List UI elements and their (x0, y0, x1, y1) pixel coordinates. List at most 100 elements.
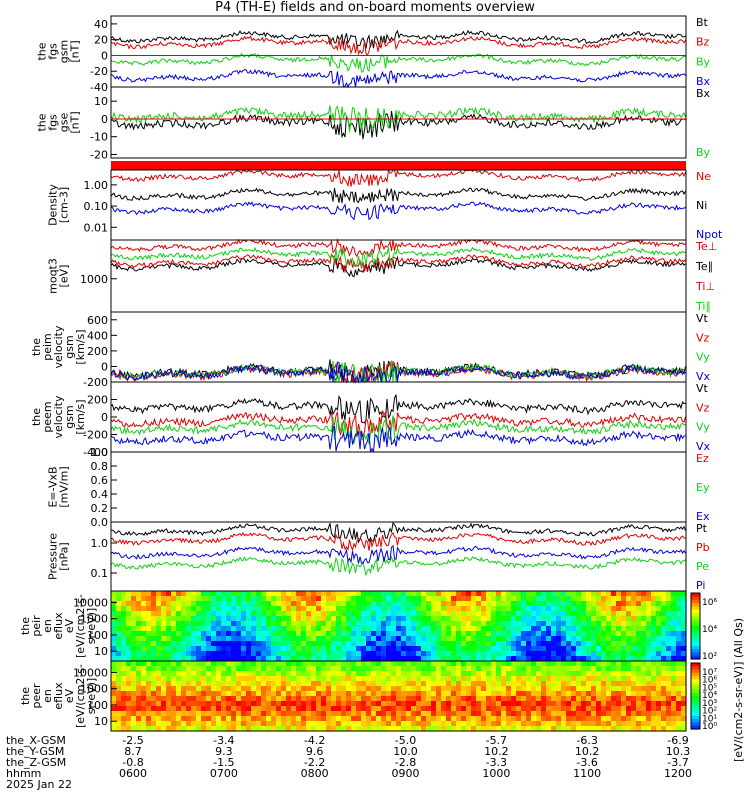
spectrogram-cell (416, 611, 422, 617)
spectrogram-cell (286, 601, 292, 607)
spectrogram-cell (391, 651, 397, 657)
spectrogram-cell (566, 691, 572, 697)
spectrogram-cell (216, 676, 222, 682)
spectrogram-cell (141, 641, 147, 647)
spectrogram-cell (451, 701, 457, 707)
spectrogram-cell (156, 711, 162, 717)
spectrogram-cell (591, 721, 597, 727)
spectrogram-cell (531, 611, 537, 617)
spectrogram-cell (676, 666, 682, 672)
spectrogram-cell (366, 676, 372, 682)
spectrogram-cell (621, 646, 627, 652)
spectrogram-cell (341, 631, 347, 637)
spectrogram-cell (461, 666, 467, 672)
spectrogram-cell (301, 646, 307, 652)
spectrogram-cell (201, 631, 207, 637)
spectrogram-cell (481, 701, 487, 707)
spectrogram-cell (401, 621, 407, 627)
spectrogram-cell (621, 706, 627, 712)
spectrogram-cell (191, 726, 197, 732)
spectrogram-cell (656, 661, 662, 667)
spectrogram-cell (156, 626, 162, 632)
spectrogram-cell (541, 671, 547, 677)
spectrogram-cell (576, 721, 582, 727)
spectrogram-cell (146, 726, 152, 732)
spectrogram-cell (626, 596, 632, 602)
spectrogram-cell (416, 716, 422, 722)
colorbar-cell (691, 692, 700, 697)
spectrogram-cell (676, 621, 682, 627)
spectrogram-cell (541, 641, 547, 647)
spectrogram-cell (286, 656, 292, 662)
spectrogram-cell (216, 646, 222, 652)
spectrogram-cell (676, 626, 682, 632)
spectrogram-cell (441, 591, 447, 597)
spectrogram-cell (426, 641, 432, 647)
spectrogram-cell (666, 681, 672, 687)
spectrogram-cell (496, 656, 502, 662)
spectrogram-cell (201, 661, 207, 667)
spectrogram-cell (571, 641, 577, 647)
spectrogram-cell (601, 686, 607, 692)
spectrogram-cell (316, 591, 322, 597)
spectrogram-cell (331, 591, 337, 597)
spectrogram-cell (136, 626, 142, 632)
spectrogram-cell (676, 636, 682, 642)
spectrogram-cell (516, 686, 522, 692)
legend-Ez: Ez (696, 452, 709, 465)
spectrogram-cell (456, 681, 462, 687)
spectrogram-cell (651, 691, 657, 697)
spectrogram-cell (326, 646, 332, 652)
spectrogram-cell (416, 596, 422, 602)
spectrogram-cell (166, 691, 172, 697)
spectrogram-cell (246, 646, 252, 652)
spectrogram-cell (166, 606, 172, 612)
spectrogram-cell (301, 606, 307, 612)
spectrogram-cell (586, 666, 592, 672)
spectrogram-cell (116, 641, 122, 647)
y-tick-label: 1.0 (91, 446, 109, 459)
spectrogram-cell (221, 616, 227, 622)
spectrogram-cell (631, 631, 637, 637)
spectrogram-cell (616, 611, 622, 617)
spectrogram-cell (626, 656, 632, 662)
spectrogram-cell (301, 681, 307, 687)
spectrogram-cell (161, 611, 167, 617)
y-tick-label: 600 (87, 314, 108, 327)
spectrogram-cell (626, 691, 632, 697)
spectrogram-cell (216, 726, 222, 732)
spectrogram-cell (411, 686, 417, 692)
spectrogram-cell (281, 651, 287, 657)
spectrogram-cell (271, 691, 277, 697)
spectrogram-cell (536, 656, 542, 662)
spectrogram-cell (436, 596, 442, 602)
spectrogram-cell (656, 716, 662, 722)
spectrogram-cell (676, 721, 682, 727)
spectrogram-cell (381, 631, 387, 637)
spectrogram-cell (126, 646, 132, 652)
spectrogram-cell (181, 711, 187, 717)
spectrogram-cell (596, 646, 602, 652)
spectrogram-cell (181, 661, 187, 667)
spectrogram-cell (676, 641, 682, 647)
spectrogram-cell (406, 601, 412, 607)
spectrogram-cell (186, 691, 192, 697)
spectrogram-cell (281, 606, 287, 612)
spectrogram-cell (481, 686, 487, 692)
y-axis-label: velocity (52, 325, 65, 368)
spectrogram-cell (561, 636, 567, 642)
spectrogram-cell (396, 686, 402, 692)
spectrogram-cell (371, 711, 377, 717)
spectrogram-cell (216, 701, 222, 707)
y-axis-label: eflux (52, 612, 65, 640)
spectrogram-cell (541, 621, 547, 627)
spectrogram-cell (436, 641, 442, 647)
spectrogram-cell (511, 721, 517, 727)
spectrogram-cell (306, 696, 312, 702)
spectrogram-cell (631, 651, 637, 657)
spectrogram-cell (131, 641, 137, 647)
spectrogram-cell (321, 711, 327, 717)
spectrogram-cell (531, 656, 537, 662)
spectrogram-cell (241, 686, 247, 692)
spectrogram-cell (271, 636, 277, 642)
